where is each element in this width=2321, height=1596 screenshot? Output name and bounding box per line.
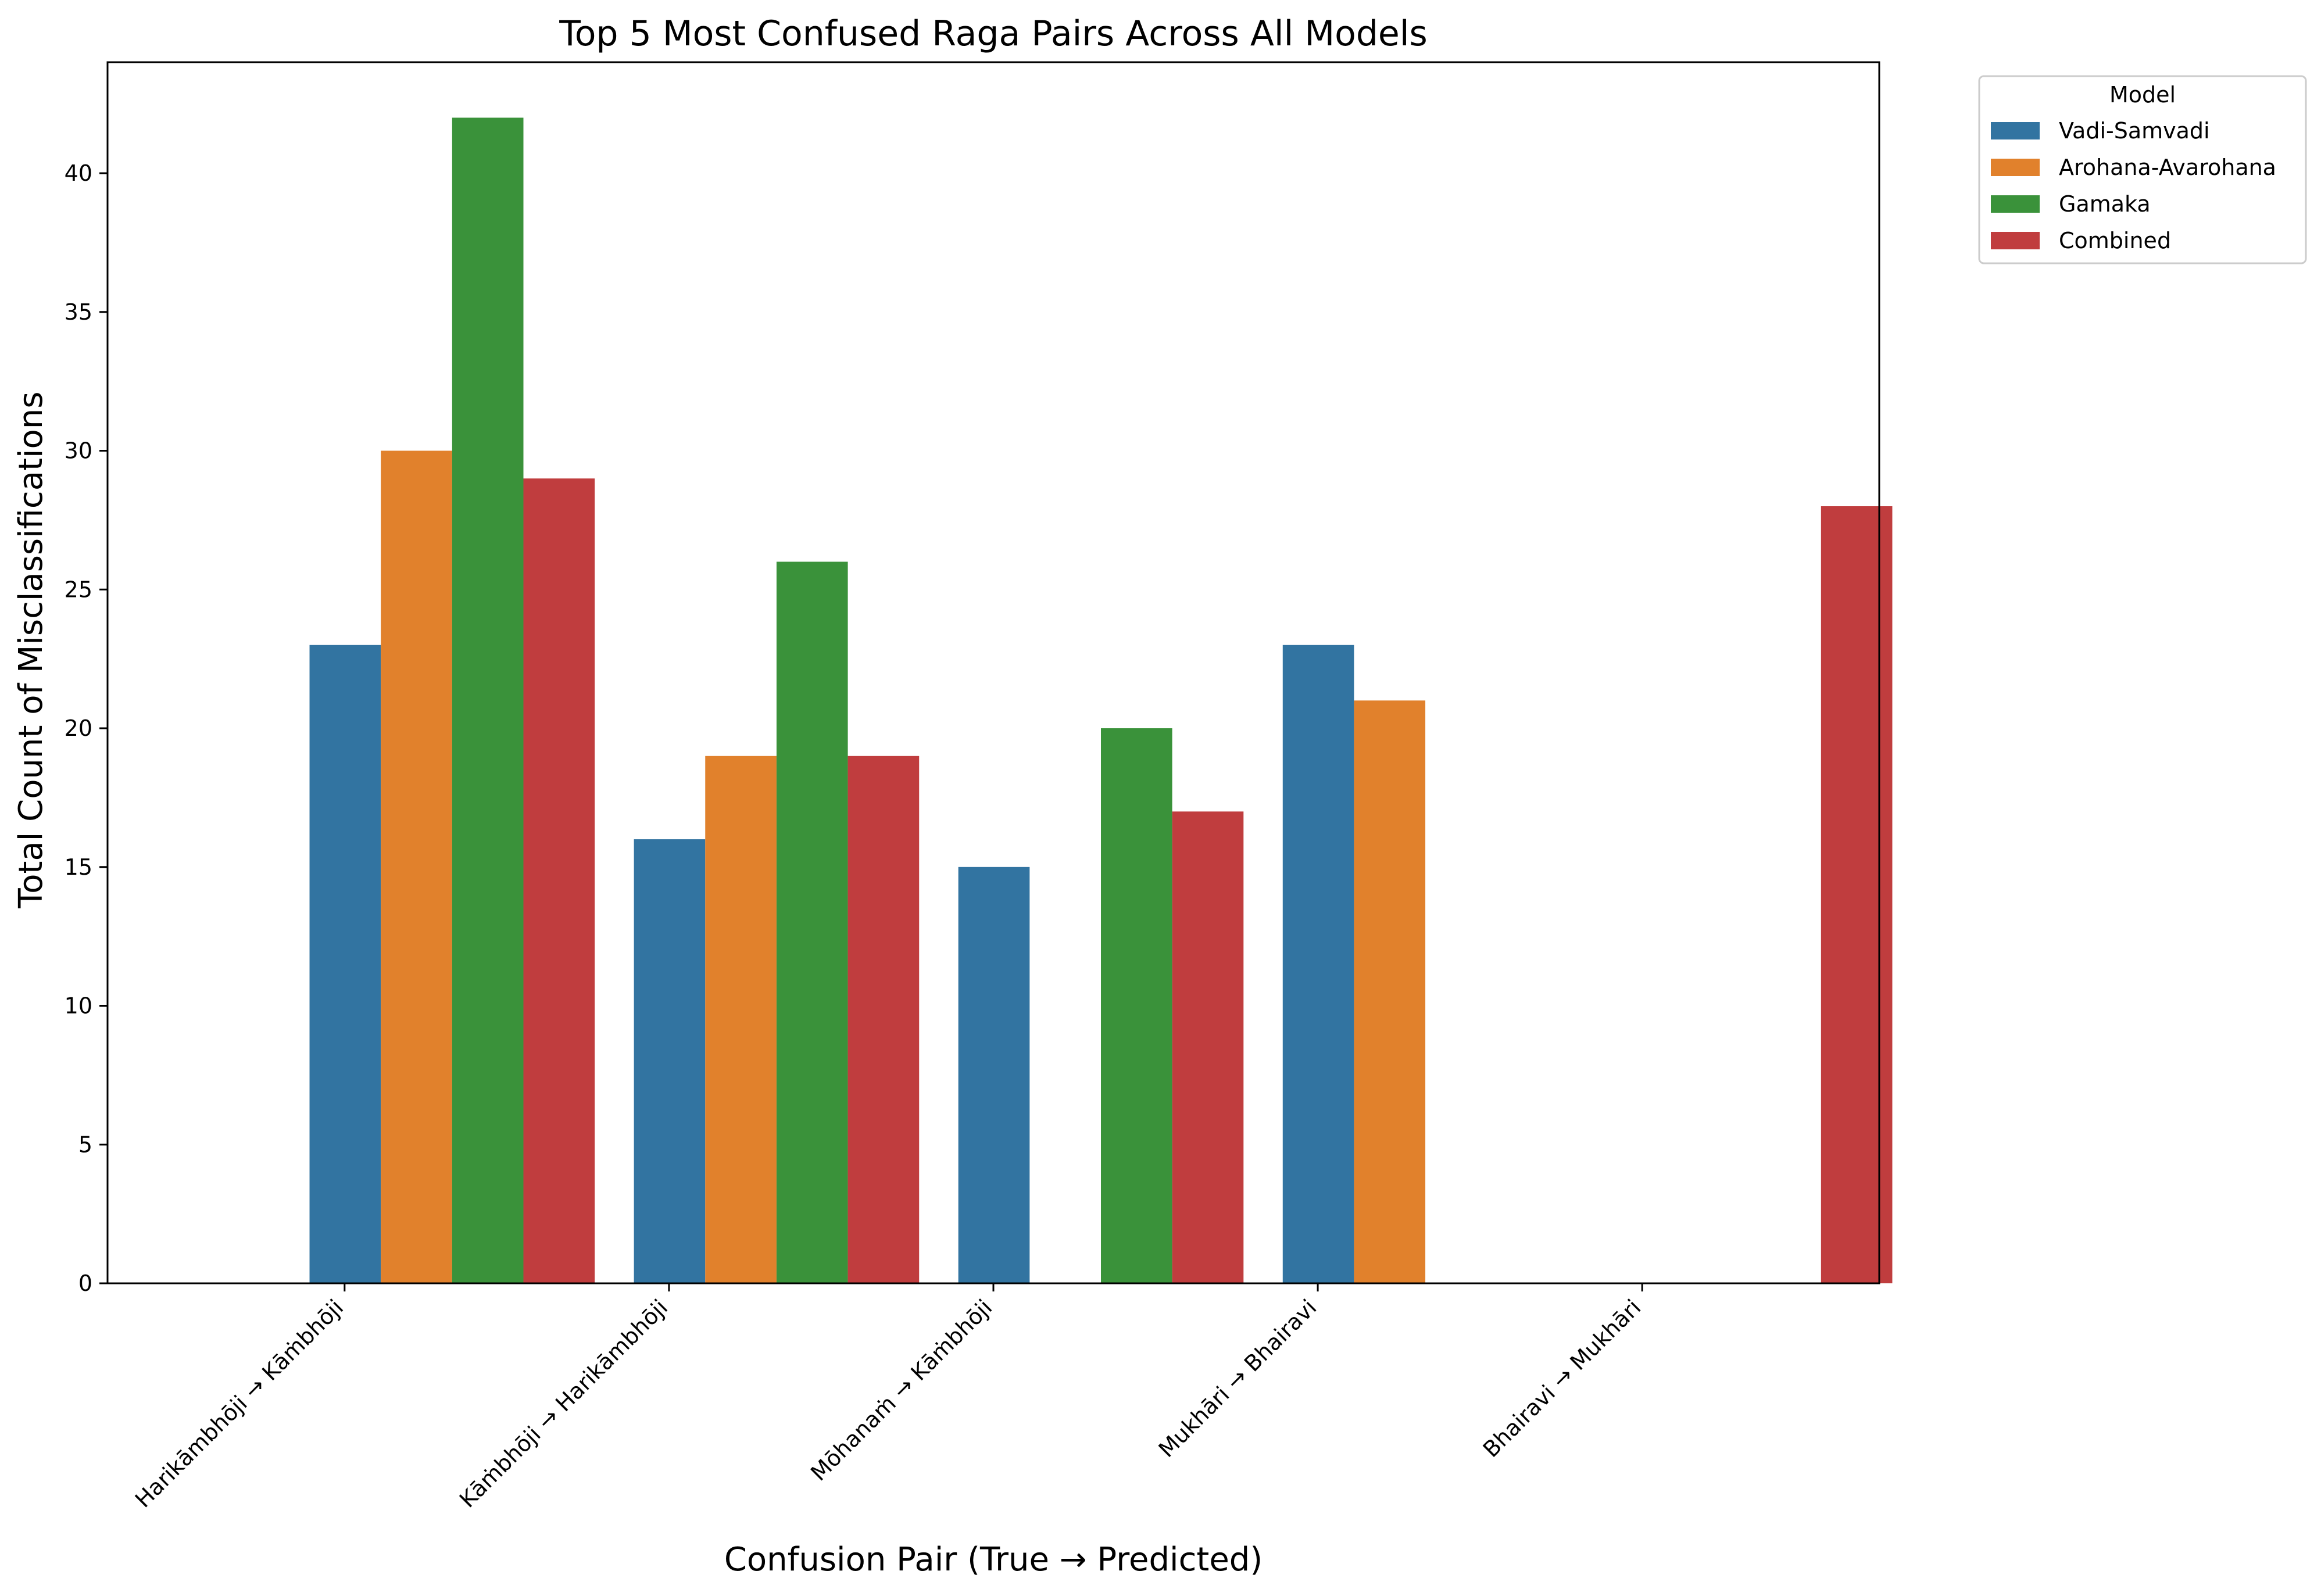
legend-swatch — [1991, 195, 2040, 213]
y-tick-label: 15 — [65, 854, 92, 880]
chart-title: Top 5 Most Confused Raga Pairs Across Al… — [559, 13, 1428, 54]
bar-gamaka-0 — [452, 117, 524, 1283]
y-tick-label: 20 — [65, 715, 92, 741]
bar-vadi-samvadi-2 — [958, 867, 1030, 1283]
y-tick-label: 40 — [65, 160, 92, 186]
bar-vadi-samvadi-3 — [1282, 645, 1354, 1283]
x-tick-label: Mukhāri → Bhairavi — [1154, 1294, 1322, 1462]
bar-combined-0 — [523, 478, 595, 1283]
legend-swatch — [1991, 159, 2040, 176]
y-tick-label: 30 — [65, 438, 92, 464]
bar-gamaka-2 — [1101, 728, 1172, 1283]
bar-combined-2 — [1172, 811, 1244, 1283]
bar-arohana-avarohana-1 — [705, 756, 777, 1283]
bar-combined-4 — [1821, 506, 1893, 1283]
y-tick-label: 5 — [78, 1132, 92, 1157]
x-tick-label: Kāṁbhōji → Harikāmbhōji — [455, 1294, 673, 1512]
plot-frame — [106, 61, 1880, 1284]
bar-arohana-avarohana-0 — [381, 450, 452, 1283]
x-tick-label: Mōhanaṁ → Kāṁbhōji — [806, 1294, 997, 1486]
legend-frame — [1978, 75, 2307, 264]
y-tick-label: 0 — [78, 1271, 92, 1296]
legend: Model Vadi-Samvadi Arohana-Avarohana Gamak… — [1978, 75, 2307, 264]
legend-swatch — [1991, 232, 2040, 249]
bar-arohana-avarohana-3 — [1354, 700, 1426, 1283]
bar-vadi-samvadi-1 — [634, 839, 706, 1283]
legend-swatch — [1991, 122, 2040, 139]
y-axis: 0 5 10 15 20 25 30 35 40 — [65, 160, 108, 1296]
x-tick-label: Bhairavi → Mukhāri — [1478, 1294, 1646, 1462]
legend-items: Vadi-Samvadi Arohana-Avarohana Gamaka Combi… — [1991, 118, 2276, 253]
legend-label: Arohana-Avarohana — [2059, 155, 2276, 180]
y-tick-label: 25 — [65, 577, 92, 602]
legend-label: Combined — [2059, 228, 2171, 253]
bar-combined-1 — [847, 756, 920, 1283]
x-axis: Harikāmbhōji → Kāṁbhōji Kāṁbhōji → Harikā… — [130, 1283, 1646, 1513]
x-axis-label: Confusion Pair (True → Predicted) — [724, 1541, 1263, 1579]
bar-gamaka-1 — [776, 561, 848, 1283]
legend-title: Model — [2109, 82, 2176, 108]
legend-label: Gamaka — [2059, 191, 2151, 217]
y-tick-label: 35 — [65, 299, 92, 325]
y-tick-label: 10 — [65, 993, 92, 1019]
y-axis-label: Total Count of Misclassifications — [12, 392, 50, 909]
bars-group — [309, 117, 1893, 1283]
bar-vadi-samvadi-0 — [309, 645, 381, 1283]
legend-label: Vadi-Samvadi — [2059, 118, 2210, 144]
x-tick-label: Harikāmbhōji → Kāṁbhōji — [130, 1294, 348, 1512]
